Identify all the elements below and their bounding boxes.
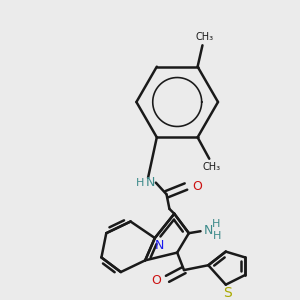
Text: H: H	[136, 178, 145, 188]
Text: CH₃: CH₃	[195, 32, 214, 42]
Text: O: O	[193, 180, 202, 193]
Text: N: N	[145, 176, 155, 189]
Text: N: N	[204, 224, 213, 237]
Text: H: H	[212, 219, 220, 230]
Text: S: S	[223, 286, 232, 300]
Text: CH₃: CH₃	[202, 163, 220, 172]
Text: N: N	[155, 239, 164, 252]
Text: H: H	[213, 231, 221, 241]
Text: O: O	[151, 274, 161, 287]
